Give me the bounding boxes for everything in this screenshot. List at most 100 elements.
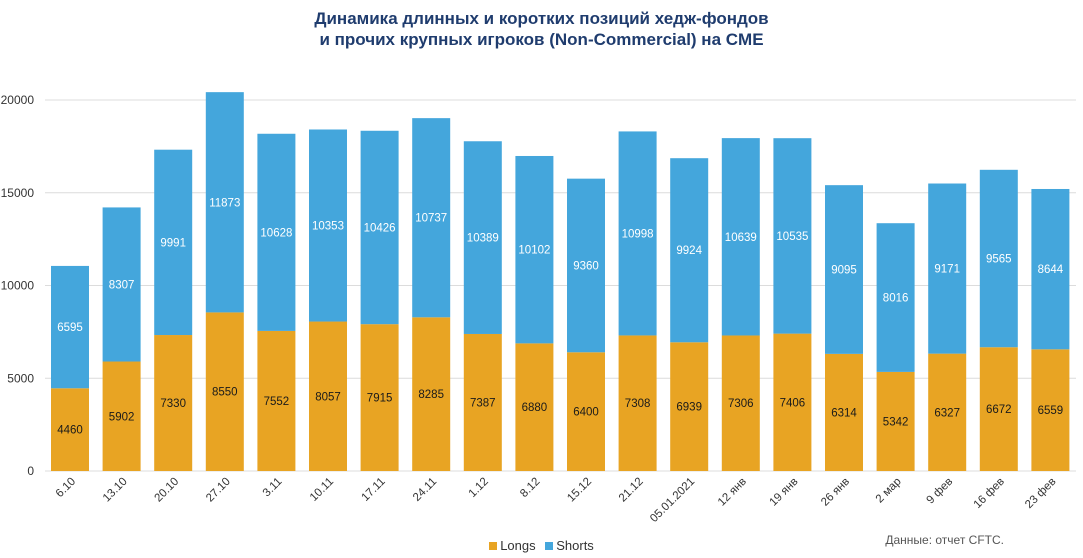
data-label-longs: 6880 — [522, 402, 548, 414]
data-label-shorts: 10389 — [467, 233, 499, 245]
bar-longs — [825, 353, 863, 471]
data-label-shorts: 10628 — [260, 227, 292, 239]
bar-shorts — [721, 138, 760, 336]
bar-shorts — [979, 169, 1018, 348]
legend-label-shorts: Shorts — [556, 538, 594, 553]
legend-swatch-shorts — [545, 542, 554, 550]
bar-shorts — [309, 129, 347, 322]
bar-shorts — [773, 138, 812, 334]
x-tick-label: 26 янв — [819, 476, 852, 509]
data-label-shorts: 9171 — [934, 264, 960, 276]
data-label-longs: 7552 — [264, 396, 290, 408]
y-axis: 0 5000 10000 15000 20000 — [1, 93, 35, 478]
x-tick-label: 10.11 — [308, 476, 336, 504]
bar-shorts — [567, 178, 605, 353]
bar-shorts — [360, 130, 399, 325]
bar-longs — [670, 342, 709, 471]
bar-shorts — [412, 118, 451, 318]
x-axis: 6.10 13.10 20.10 27.10 3.11 10.11 17.11 24.11 1.… — [54, 476, 1059, 525]
data-label-longs: 7330 — [160, 398, 186, 410]
y-tick-label: 5000 — [7, 371, 34, 385]
x-tick-label: 20.10 — [152, 476, 181, 505]
data-label-longs: 7915 — [367, 393, 393, 405]
bar-shorts — [257, 133, 296, 331]
x-tick-label: 15.12 — [565, 476, 594, 505]
x-tick-label: 8.12 — [518, 476, 542, 500]
data-label-longs: 5902 — [109, 411, 135, 423]
bar-longs — [721, 335, 760, 471]
data-label-longs: 7306 — [728, 398, 754, 410]
bar-shorts — [515, 155, 554, 344]
data-label-longs: 7406 — [780, 397, 806, 409]
bar-shorts — [205, 92, 244, 313]
x-tick-label: 19 янв — [768, 476, 801, 509]
bar-shorts — [463, 141, 502, 334]
x-tick-label: 21.12 — [617, 476, 646, 505]
data-label-shorts: 9095 — [831, 265, 857, 277]
bar-longs — [567, 352, 605, 471]
x-tick-label: 24.11 — [411, 476, 439, 504]
data-label-shorts: 10353 — [312, 221, 344, 233]
x-tick-label: 17.11 — [359, 476, 387, 504]
legend: Longs Shorts — [0, 538, 1083, 553]
bar-shorts — [876, 223, 915, 372]
bar-longs — [309, 321, 347, 471]
bar-longs — [154, 335, 193, 471]
legend-item-shorts: Shorts — [545, 538, 594, 553]
bar-longs — [618, 335, 657, 471]
bar-shorts — [618, 131, 657, 336]
x-tick-label: 6.10 — [54, 476, 78, 500]
bars: 4460 6595 5902 8307 7330 9991 8550 11873 7552 106… — [51, 92, 1070, 471]
data-label-shorts: 9565 — [986, 254, 1012, 266]
y-tick-label: 10000 — [1, 279, 35, 293]
data-label-longs: 8285 — [418, 389, 444, 401]
bar-shorts — [1031, 188, 1070, 350]
data-label-shorts: 10535 — [776, 231, 808, 243]
x-tick-label: 27.10 — [204, 476, 233, 505]
bar-shorts — [928, 183, 967, 354]
bar-longs — [515, 343, 554, 471]
x-tick-label: 16 фев — [972, 476, 1007, 511]
data-label-longs: 7387 — [470, 397, 496, 409]
bar-longs — [463, 333, 502, 471]
data-label-longs: 5342 — [883, 416, 909, 428]
y-tick-label: 20000 — [1, 93, 35, 107]
legend-item-longs: Longs — [489, 538, 536, 553]
x-tick-label: 05.01.2021 — [648, 476, 697, 525]
legend-label-longs: Longs — [500, 538, 536, 553]
x-tick-label: 23 фев — [1023, 476, 1058, 511]
data-label-longs: 6939 — [676, 402, 702, 414]
data-label-shorts: 11873 — [209, 197, 240, 209]
bar-longs — [979, 347, 1018, 471]
data-label-shorts: 9991 — [160, 237, 186, 249]
x-tick-label: 13.10 — [101, 476, 130, 505]
data-label-shorts: 8016 — [883, 293, 909, 305]
x-tick-label: 12 янв — [716, 476, 749, 509]
data-label-longs: 6672 — [986, 404, 1012, 416]
data-label-shorts: 10102 — [518, 245, 550, 257]
x-tick-label: 2 мар — [874, 476, 904, 506]
bar-longs — [257, 330, 296, 471]
gridlines — [45, 99, 1076, 472]
data-label-shorts: 10426 — [364, 222, 396, 234]
bar-longs — [360, 324, 399, 471]
x-tick-label: 1.12 — [467, 476, 491, 500]
data-label-shorts: 10998 — [622, 228, 654, 240]
data-label-shorts: 6595 — [57, 322, 83, 334]
bar-longs — [773, 333, 812, 471]
data-label-longs: 4460 — [57, 425, 83, 437]
bar-shorts — [51, 265, 89, 389]
chart-title-line-1: Динамика длинных и коротких позиций хедж… — [314, 9, 769, 28]
data-label-longs: 7308 — [625, 398, 651, 410]
bar-shorts — [670, 158, 709, 343]
data-label-shorts: 9924 — [676, 245, 702, 257]
data-label-longs: 6559 — [1038, 405, 1064, 417]
source-note: Данные: отчет CFTC. — [885, 533, 1004, 547]
data-label-shorts: 10737 — [415, 213, 447, 225]
data-label-longs: 8057 — [315, 391, 341, 403]
bar-longs — [102, 361, 141, 471]
bar-longs — [928, 353, 967, 471]
bar-shorts — [825, 185, 863, 354]
x-tick-label: 9 фев — [925, 476, 956, 507]
